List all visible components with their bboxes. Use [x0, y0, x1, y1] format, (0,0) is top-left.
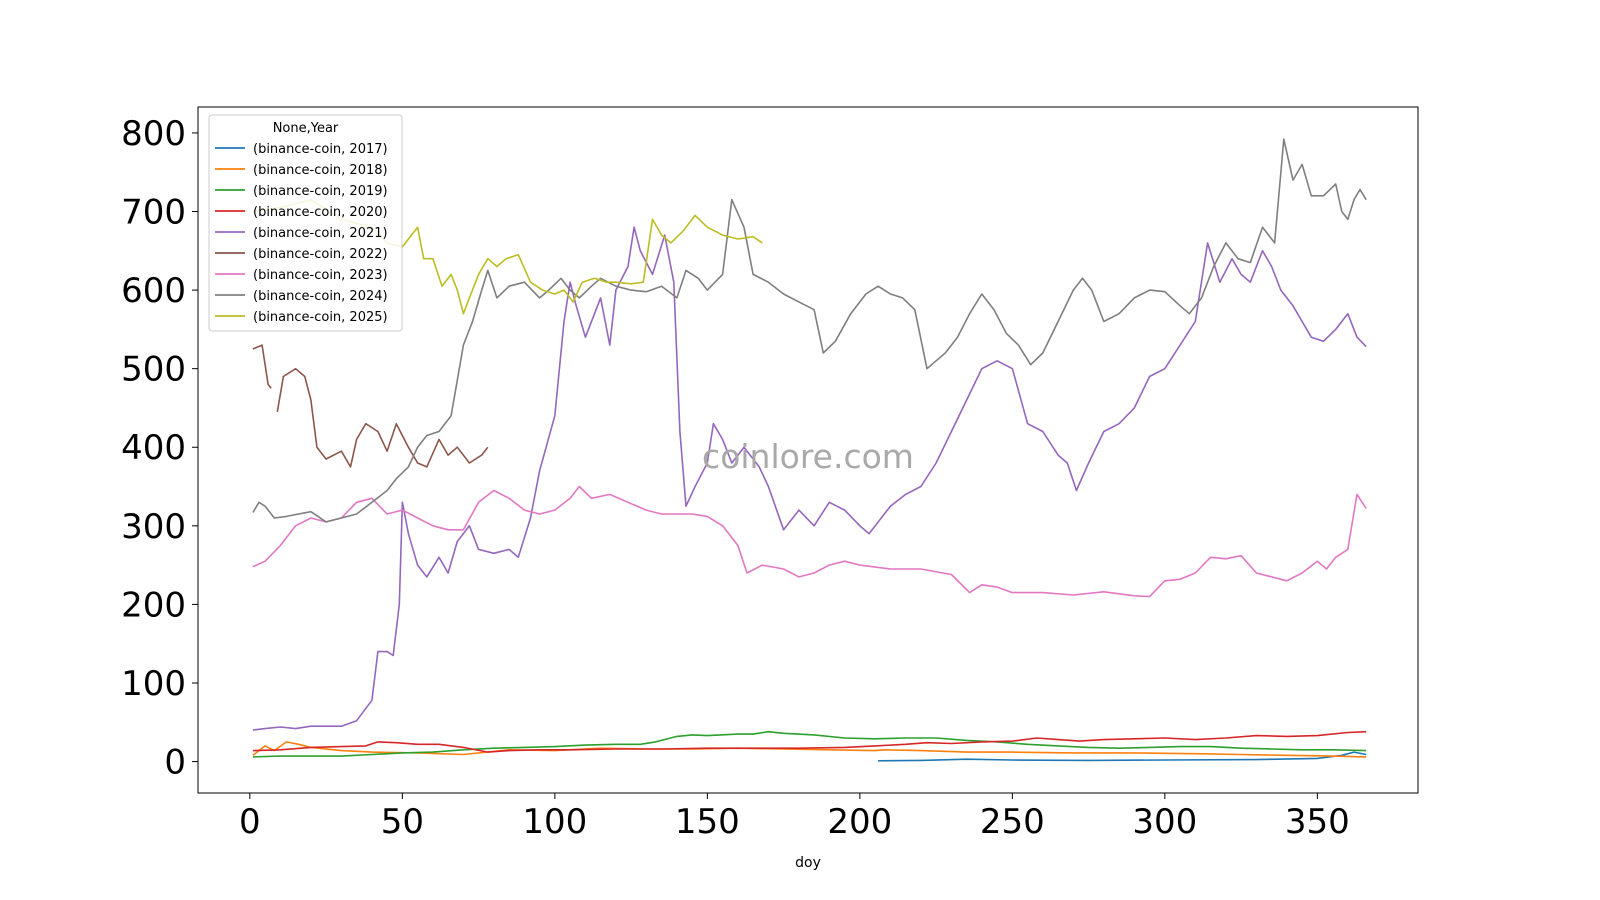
plot-frame [197, 106, 1419, 794]
x-tick-label: 150 [675, 802, 740, 842]
x-tick-label: 200 [827, 802, 892, 842]
series-line-5-part2 [276, 367, 489, 468]
x-tick-label: 250 [980, 802, 1045, 842]
legend-entry: (binance-coin, 2017) [253, 142, 388, 157]
y-tick-label: 200 [121, 585, 186, 625]
y-tick-label: 700 [121, 193, 186, 233]
x-tick-label: 50 [381, 802, 424, 842]
legend-entry: (binance-coin, 2020) [253, 205, 388, 220]
series-layer [252, 138, 1367, 762]
series-line-8 [252, 198, 763, 315]
x-axis-label: doy [795, 855, 821, 871]
legend-entry: (binance-coin, 2018) [253, 163, 388, 178]
series-line-0 [878, 751, 1367, 762]
series-line-6 [252, 485, 1367, 598]
y-tick-label: 800 [121, 114, 186, 154]
x-tick-label: 100 [522, 802, 587, 842]
watermark: coinlore.com [702, 437, 914, 476]
y-axis: 0 100 200 300 400 500 600 700 800 [121, 114, 198, 783]
legend-entry: (binance-coin, 2022) [253, 247, 388, 262]
legend: None,Year (binance-coin, 2017) (binance-c… [208, 114, 403, 332]
x-tick-label: 0 [239, 802, 261, 842]
series-line-2 [252, 730, 1367, 758]
y-tick-label: 400 [121, 428, 186, 468]
series-line-3 [252, 730, 1367, 753]
legend-entry: (binance-coin, 2023) [253, 268, 388, 283]
x-axis: 0 50 100 150 200 250 300 350 [239, 793, 1350, 842]
y-tick-label: 0 [164, 743, 186, 783]
y-tick-label: 100 [121, 664, 186, 704]
x-tick-label: 350 [1285, 802, 1350, 842]
series-line-5 [252, 344, 272, 389]
legend-entry: (binance-coin, 2021) [253, 226, 388, 241]
legend-entry: (binance-coin, 2019) [253, 184, 388, 199]
y-tick-label: 500 [121, 350, 186, 390]
series-line-4 [252, 226, 1367, 731]
series-line-7 [252, 138, 1367, 523]
y-tick-label: 300 [121, 507, 186, 547]
legend-box [208, 114, 403, 332]
y-tick-label: 600 [121, 271, 186, 311]
x-tick-label: 300 [1132, 802, 1197, 842]
legend-entry: (binance-coin, 2025) [253, 310, 388, 325]
legend-entry: (binance-coin, 2024) [253, 289, 388, 304]
legend-title: None,Year [273, 121, 339, 136]
